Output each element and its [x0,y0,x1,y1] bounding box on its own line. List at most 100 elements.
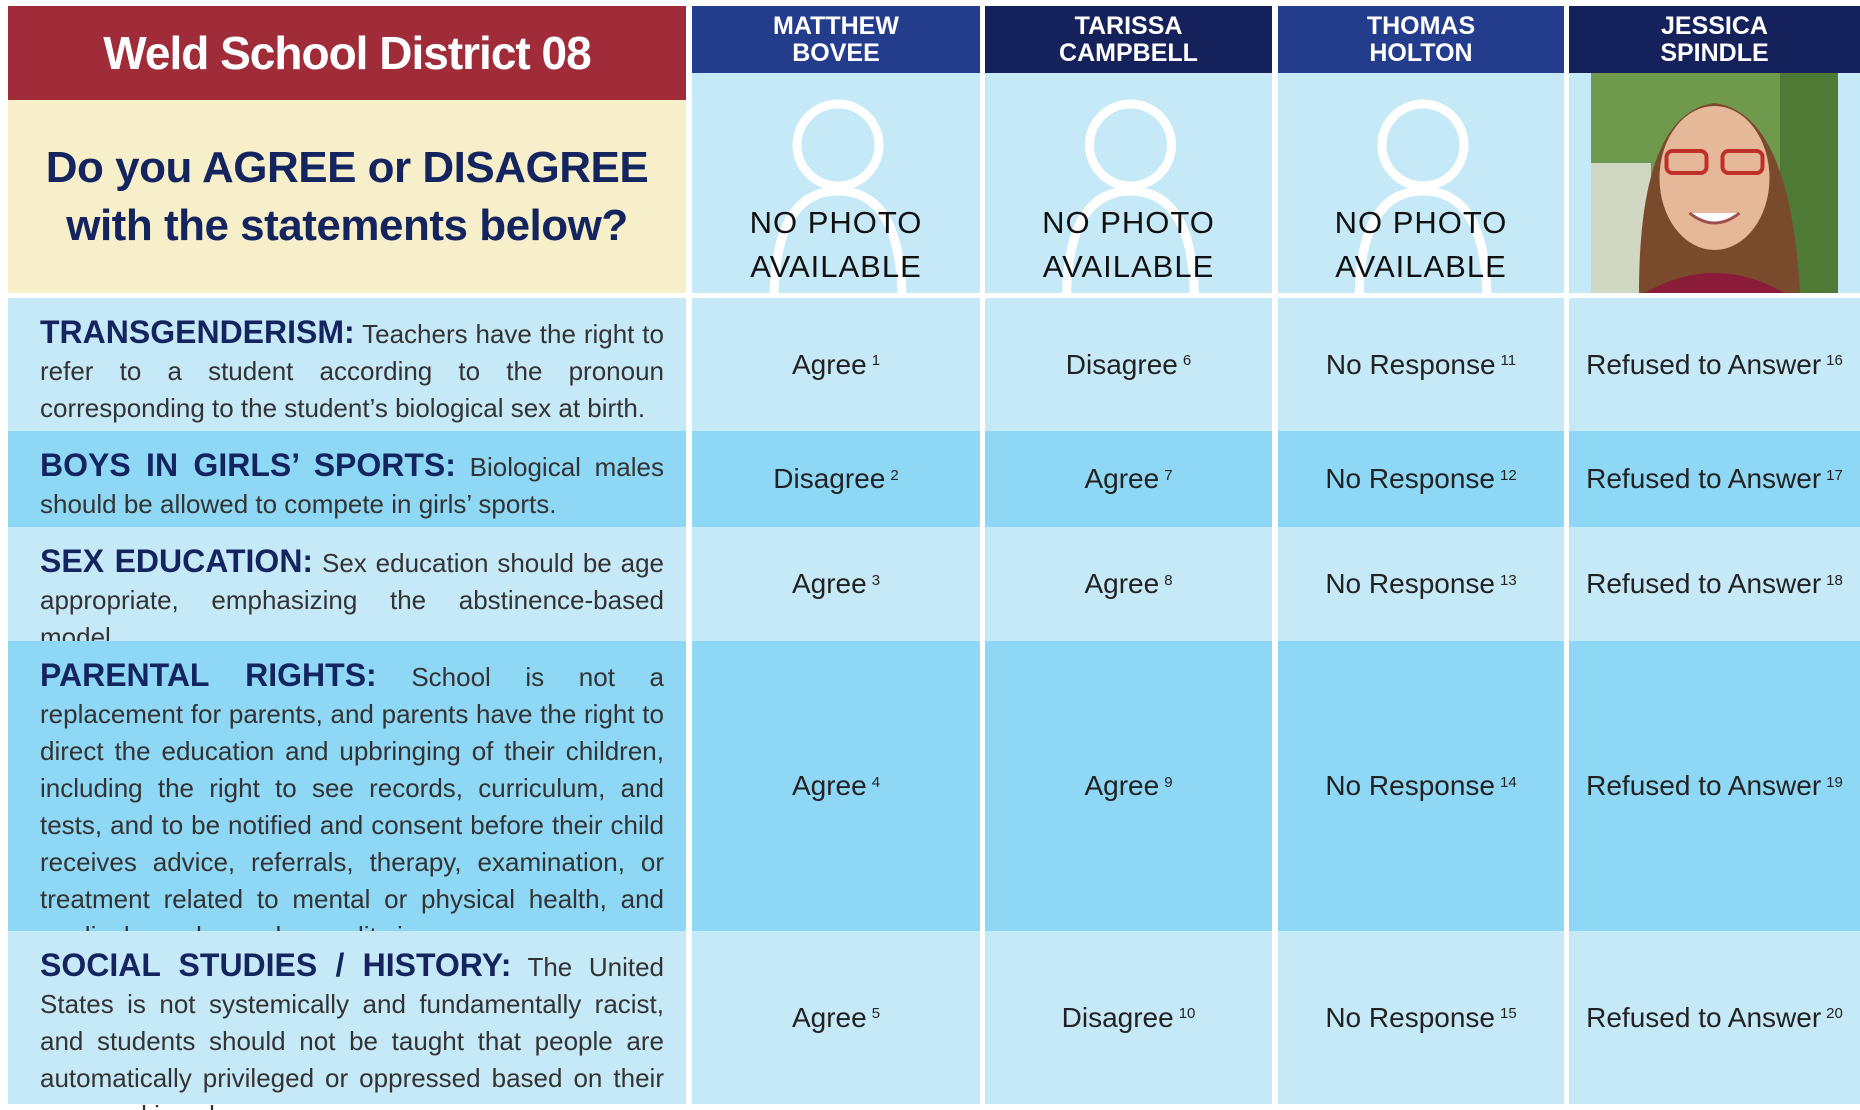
placeholder-silhouette [769,99,907,293]
footnote-number: 15 [1499,1005,1517,1022]
candidate-name: JESSICA SPINDLE [1569,6,1860,73]
placeholder-silhouette [1354,99,1492,293]
footnote-number: 8 [1164,571,1173,589]
footnote-number: 5 [871,1005,881,1022]
footnote-number: 6 [1182,352,1192,369]
no-photo-line: AVAILABLE [1335,249,1507,284]
question-line: Do you AGREE or DISAGREE [45,142,649,192]
response: No Response 11 [1278,298,1564,431]
candidate-photo [1569,73,1860,293]
topic: PARENTAL RIGHTS: [40,657,377,693]
footnote-number: 20 [1826,1005,1843,1022]
name-line: MATTHEW [773,11,899,40]
candidate-portrait [1591,73,1838,293]
response: Refused to Answer 18 [1569,527,1860,641]
statement: BOYS IN GIRLS’ SPORTS: Biological males … [8,431,686,527]
statement: TRANSGENDERISM: Teachers have the right … [8,298,686,431]
statement: SEX EDUCATION: Sex education should be a… [8,527,686,652]
candidate-photo: NO PHOTO AVAILABLE [985,73,1272,293]
response: No Response 13 [1278,527,1564,641]
no-photo-line: NO PHOTO [1042,205,1215,240]
response: Refused to Answer 17 [1569,431,1860,527]
response: Refused to Answer 16 [1569,298,1860,431]
response: Disagree 2 [692,431,980,527]
footnote-number: 10 [1178,1005,1196,1022]
statement-text: Sex education should be age appropriate,… [40,548,665,652]
response: Agree 8 [985,527,1272,641]
no-photo-label: NO PHOTO AVAILABLE [692,201,980,289]
footnote-number: 12 [1499,466,1517,484]
footnote-number: 1 [871,352,881,369]
answer: No Response [1325,770,1495,801]
name-line: JESSICA [1661,11,1768,40]
name-line: BOVEE [792,38,880,67]
district-title: Weld School District 08 [8,6,686,100]
answer: Agree [791,770,867,801]
statement: SOCIAL STUDIES / HISTORY: The United Sta… [8,931,686,1110]
response: Agree 9 [985,641,1272,931]
question-line: with the statements below? [66,200,628,250]
response: Agree 7 [985,431,1272,527]
name-line: TARISSA [1074,11,1183,40]
name-line: SPINDLE [1660,38,1769,67]
response: No Response 12 [1278,431,1564,527]
name-line: THOMAS [1366,11,1476,40]
response: Agree 1 [692,298,980,431]
footnote-number: 19 [1826,773,1843,791]
footnote-number: 14 [1499,773,1517,791]
candidate-name: TARISSA CAMPBELL [985,6,1272,73]
candidate-photo: NO PHOTO AVAILABLE [692,73,980,293]
footnote-number: 13 [1499,571,1517,589]
answer: No Response [1325,1001,1495,1033]
footnote-number: 16 [1826,352,1843,369]
response: Refused to Answer 20 [1569,931,1860,1104]
no-photo-line: AVAILABLE [750,249,922,284]
response: Agree 5 [692,931,980,1104]
statement-text: Biological males should be allowed to co… [40,452,664,519]
footnote-number: 3 [871,571,881,589]
footnote-number: 7 [1164,466,1173,484]
answer: No Response [1325,463,1495,494]
no-photo-line: AVAILABLE [1042,249,1215,284]
topic: SOCIAL STUDIES / HISTORY: [40,947,512,983]
response: Agree 3 [692,527,980,641]
answer: Agree [791,568,867,599]
answer: Refused to Answer [1586,568,1822,599]
topic: TRANSGENDERISM: [40,314,355,350]
no-photo-label: NO PHOTO AVAILABLE [1278,201,1564,289]
answer: Agree [1084,463,1160,494]
response: Agree 4 [692,641,980,931]
topic: BOYS IN GIRLS’ SPORTS: [40,447,456,483]
answer: Disagree [773,463,886,494]
no-photo-line: NO PHOTO [749,205,923,240]
no-photo-line: NO PHOTO [1334,205,1508,240]
response: Disagree 6 [985,298,1272,431]
answer: No Response [1325,348,1496,380]
answer: Agree [1084,770,1160,801]
footnote-number: 2 [890,466,899,484]
answer: Agree [1084,568,1160,599]
answer: Disagree [1065,348,1178,380]
footnote-number: 17 [1826,466,1843,484]
candidate-name: MATTHEW BOVEE [692,6,980,73]
topic: SEX EDUCATION: [40,543,314,579]
response: Refused to Answer 19 [1569,641,1860,931]
footnote-number: 9 [1164,773,1173,791]
answer: Refused to Answer [1586,770,1822,801]
placeholder-silhouette [1062,99,1199,293]
name-line: CAMPBELL [1059,38,1198,67]
question: Do you AGREE or DISAGREE with the stateme… [8,100,686,293]
footnote-number: 4 [871,773,881,791]
statement-text: The United States is not systemically an… [40,952,664,1110]
footnote-number: 18 [1826,571,1843,589]
response: Disagree 10 [985,931,1272,1104]
candidate-name: THOMAS HOLTON [1278,6,1564,73]
answer: Refused to Answer [1586,463,1822,494]
statement-text: Teachers have the right to refer to a st… [40,319,664,423]
candidate-photo: NO PHOTO AVAILABLE [1278,73,1564,293]
answer: Disagree [1061,1001,1174,1033]
no-photo-label: NO PHOTO AVAILABLE [985,201,1272,289]
name-line: HOLTON [1369,38,1473,67]
response: No Response 15 [1278,931,1564,1104]
